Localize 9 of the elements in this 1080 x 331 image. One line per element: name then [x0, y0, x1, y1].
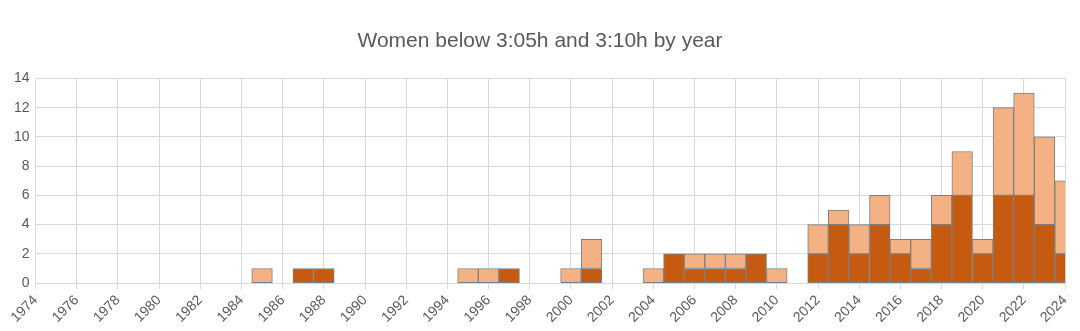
y-tick-label: 6 [21, 186, 30, 203]
y-tick-label: 10 [13, 127, 30, 144]
chart-title: Women below 3:05h and 3:10h by year [356, 27, 724, 53]
y-tick-label: 8 [21, 156, 30, 173]
y-tick-label: 0 [21, 273, 30, 290]
y-tick-label: 2 [21, 244, 30, 261]
y-tick-label: 14 [13, 69, 30, 86]
y-tick-label: 12 [13, 98, 30, 115]
y-tick-label: 4 [21, 215, 30, 232]
